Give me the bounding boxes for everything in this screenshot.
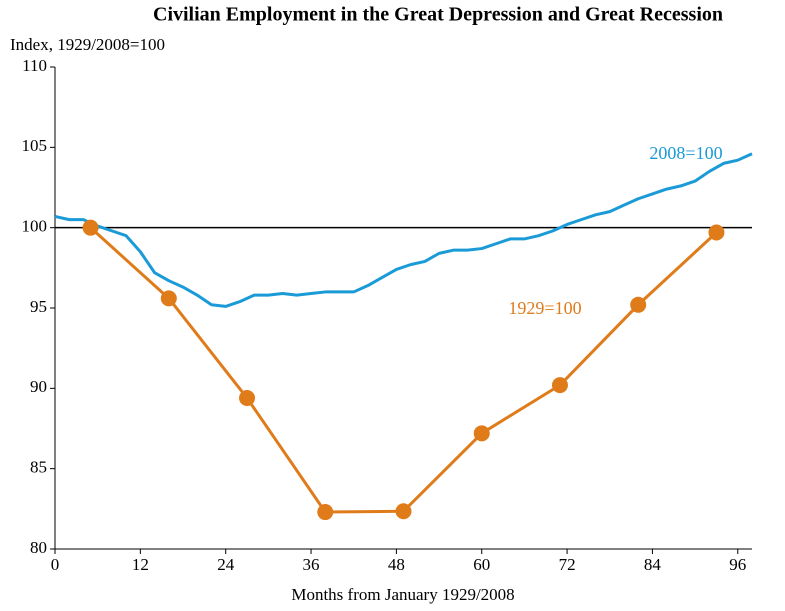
x-tick-label: 72 [559, 555, 576, 574]
series-line [89, 226, 718, 514]
data-point [630, 296, 647, 313]
y-tick-label: 80 [30, 538, 47, 557]
series-label: 1929=100 [508, 298, 581, 318]
data-point [708, 224, 725, 241]
data-point [551, 377, 568, 394]
x-tick-label: 24 [217, 555, 235, 574]
data-point [239, 389, 256, 406]
x-axis-label: Months from January 1929/2008 [291, 585, 514, 604]
y-tick-label: 90 [30, 377, 47, 396]
data-point [395, 503, 412, 520]
x-tick-label: 0 [51, 555, 60, 574]
y-tick-label: 110 [22, 56, 47, 75]
y-axis-label: Index, 1929/2008=100 [10, 35, 165, 54]
x-tick-label: 84 [644, 555, 662, 574]
data-point [473, 425, 490, 442]
x-tick-label: 48 [388, 555, 405, 574]
chart-title: Civilian Employment in the Great Depress… [153, 4, 723, 26]
series-line [54, 152, 753, 308]
x-tick-label: 96 [729, 555, 746, 574]
series-label: 2008=100 [649, 143, 722, 163]
data-point [82, 219, 99, 236]
x-tick-label: 12 [132, 555, 149, 574]
y-tick-label: 85 [30, 458, 47, 477]
y-tick-label: 105 [22, 136, 48, 155]
data-point [160, 290, 177, 307]
y-tick-label: 95 [30, 297, 47, 316]
y-tick-label: 100 [22, 217, 48, 236]
data-point [317, 504, 334, 521]
x-tick-label: 60 [473, 555, 490, 574]
x-tick-label: 36 [303, 555, 320, 574]
